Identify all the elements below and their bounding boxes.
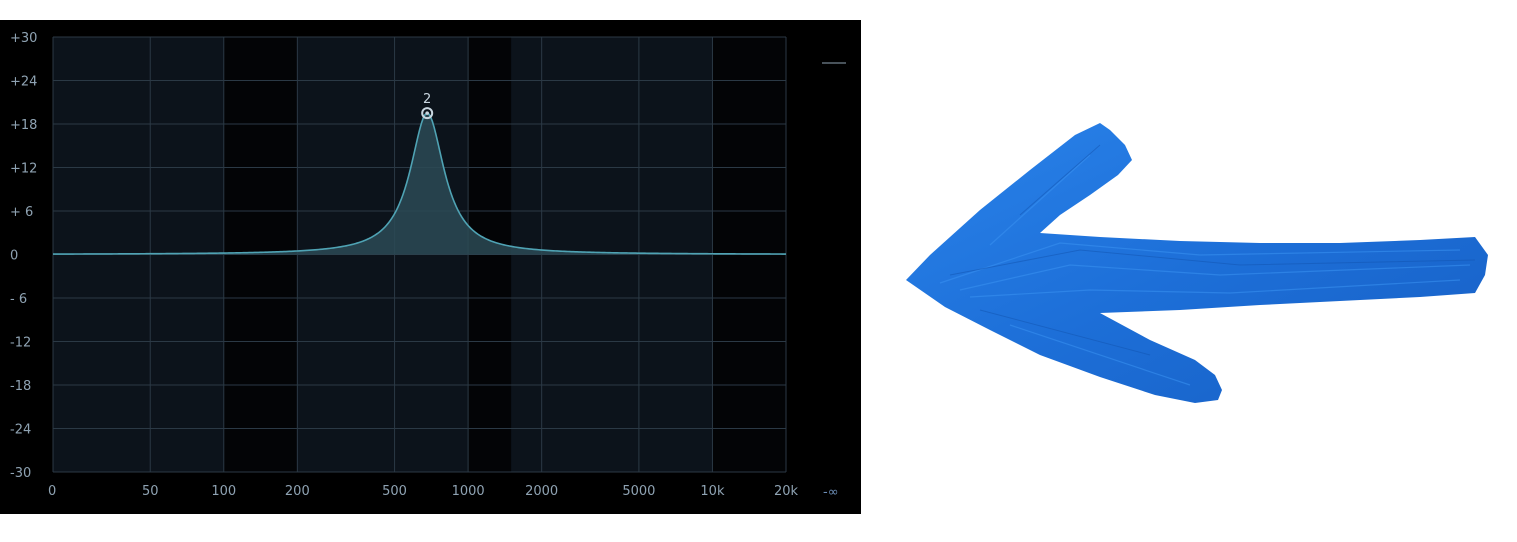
frequency-response-chart: +30 +24 +18 +12 + 6 0 - 6 -12 -18 -24 -30 0 50 100 200… <box>10 31 846 500</box>
band-handle-ring <box>421 107 434 120</box>
left-arrow-icon <box>900 115 1500 415</box>
response-curve <box>52 112 787 255</box>
y-tick-label: +18 <box>10 118 37 133</box>
y-tick-label: +30 <box>10 31 37 46</box>
y-tick-label: -12 <box>10 336 31 351</box>
y-tick-label: 0 <box>10 249 18 264</box>
band-handle-label: 2 <box>423 92 431 107</box>
x-tick-label: 100 <box>211 484 236 499</box>
x-tick-label: 50 <box>142 484 159 499</box>
x-tick-label: 5000 <box>622 484 655 499</box>
x-tick-label: 2000 <box>525 484 558 499</box>
eq-band-handle[interactable]: 2 <box>421 92 434 120</box>
x-tick-label: 0 <box>48 484 56 499</box>
y-tick-label: + 6 <box>10 205 33 220</box>
y-tick-label: -24 <box>10 423 31 438</box>
x-tick-label: 200 <box>285 484 310 499</box>
x-tick-label: 20k <box>774 484 799 499</box>
y-tick-label: -30 <box>10 466 31 481</box>
x-tick-label: 500 <box>382 484 407 499</box>
eq-display-panel: +30 +24 +18 +12 + 6 0 - 6 -12 -18 -24 -30 0 50 100 200… <box>0 20 861 514</box>
y-tick-label: +12 <box>10 162 37 177</box>
y-tick-label: +24 <box>10 75 37 90</box>
response-fill <box>53 113 786 255</box>
y-tick-label: - 6 <box>10 292 27 307</box>
x-tick-label: 1000 <box>452 484 485 499</box>
x-tick-label: 10k <box>700 484 725 499</box>
y-tick-label: -18 <box>10 379 31 394</box>
meter-infinity-label: -∞ <box>823 485 839 500</box>
band-handle-dot <box>425 111 429 115</box>
